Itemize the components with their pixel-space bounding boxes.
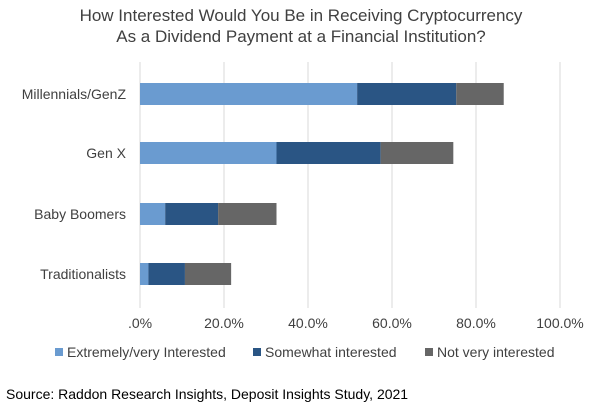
stacked-bar-chart: How Interested Would You Be in Receiving… [22, 6, 584, 360]
category-label: Baby Boomers [34, 206, 126, 222]
legend: Extremely/very Interested Somewhat intere… [55, 344, 555, 360]
bar-segment [276, 142, 381, 164]
x-tick-label: .0% [128, 315, 152, 331]
bar-segment [148, 263, 185, 285]
x-tick-label: 40.0% [288, 315, 328, 331]
bar-segment [165, 203, 219, 225]
legend-label: Not very interested [437, 344, 555, 360]
category-label: Traditionalists [40, 266, 126, 282]
chart-title-line: As a Dividend Payment at a Financial Ins… [116, 27, 485, 46]
x-tick-label: 20.0% [204, 315, 244, 331]
legend-label: Somewhat interested [265, 344, 397, 360]
category-label: Millennials/GenZ [22, 86, 127, 102]
bar-segment [380, 142, 454, 164]
bar-area [140, 83, 504, 285]
category-label: Gen X [86, 145, 126, 161]
bar-segment [140, 203, 166, 225]
x-tick-label: 100.0% [536, 315, 583, 331]
bar-segment [218, 203, 277, 225]
bar-segment [184, 263, 232, 285]
chart-title-line: How Interested Would You Be in Receiving… [80, 6, 523, 25]
legend-swatch [55, 348, 63, 356]
legend-swatch [253, 348, 261, 356]
bar-segment [140, 142, 277, 164]
x-tick-label: 60.0% [372, 315, 412, 331]
bar-segment [456, 83, 504, 105]
x-tick-label: 80.0% [456, 315, 496, 331]
chart-title: How Interested Would You Be in Receiving… [80, 6, 523, 46]
category-axis: Millennials/GenZ Gen X Baby Boomers Traditi… [22, 86, 127, 282]
source-note: Source: Raddon Research Insights, Deposi… [6, 386, 409, 402]
value-axis: .0% 20.0% 40.0% 60.0% 80.0% 100.0% [128, 315, 584, 331]
legend-swatch [425, 348, 433, 356]
bar-segment [140, 83, 358, 105]
legend-label: Extremely/very Interested [67, 344, 226, 360]
bar-segment [140, 263, 149, 285]
bar-segment [357, 83, 457, 105]
